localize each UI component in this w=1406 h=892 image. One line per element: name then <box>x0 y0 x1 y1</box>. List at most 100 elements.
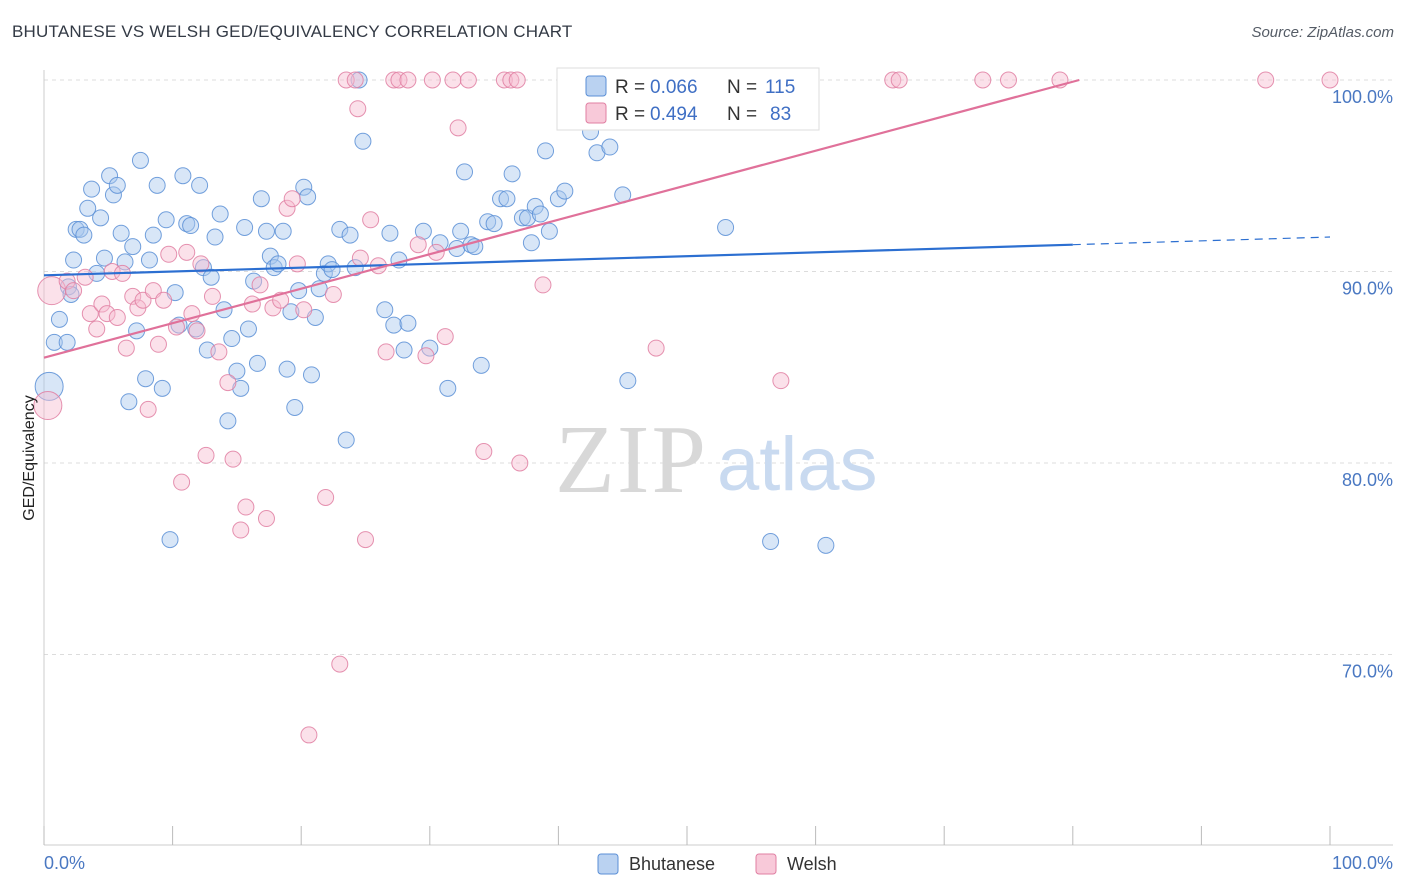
legend: R = 0.066 N = 115 R = 0.494 N = 83 <box>556 67 820 131</box>
data-point-bhutanese <box>228 362 246 380</box>
data-point-welsh <box>76 268 94 286</box>
data-point-welsh <box>890 71 908 89</box>
bottom-legend-label-welsh: Welsh <box>787 854 837 874</box>
watermark-atlas: atlas <box>717 422 878 507</box>
data-point-welsh <box>192 255 210 273</box>
data-point-welsh <box>210 343 228 361</box>
data-point-bhutanese <box>354 132 372 150</box>
legend-n-value-1: 115 <box>765 77 795 98</box>
data-point-welsh <box>237 498 255 516</box>
x-tick-label: 0.0% <box>44 853 85 873</box>
data-point-welsh <box>1257 71 1275 89</box>
data-point-bhutanese <box>556 182 574 200</box>
data-point-welsh <box>117 339 135 357</box>
data-point-bhutanese <box>274 222 292 240</box>
data-point-bhutanese <box>299 188 317 206</box>
data-point-bhutanese <box>148 176 166 194</box>
data-point-welsh <box>385 71 403 89</box>
data-point-welsh <box>278 199 296 217</box>
data-point-welsh <box>449 119 467 137</box>
legend-r-label-1: R = <box>615 77 645 98</box>
data-point-welsh <box>475 443 493 461</box>
data-point-bhutanese <box>120 393 138 411</box>
data-point-welsh <box>337 71 355 89</box>
data-point-bhutanese <box>381 224 399 242</box>
trend-line-welsh <box>43 78 1080 359</box>
data-point-welsh <box>399 71 417 89</box>
y-axis-label: GED/Equivalency <box>21 395 38 520</box>
trend-line-extension-bhutanese <box>1072 236 1331 246</box>
data-point-bhutanese <box>45 333 63 351</box>
data-point-bhutanese <box>472 356 490 374</box>
data-point-welsh <box>251 276 269 294</box>
data-point-bhutanese <box>161 531 179 549</box>
data-point-welsh <box>93 295 111 313</box>
data-point-bhutanese <box>83 180 101 198</box>
data-point-welsh <box>103 263 121 280</box>
data-point-welsh <box>409 236 427 254</box>
data-point-bhutanese <box>112 224 130 242</box>
data-point-welsh <box>224 450 242 468</box>
data-point-welsh <box>1000 71 1017 89</box>
data-point-welsh <box>288 255 306 273</box>
data-point-bhutanese <box>337 431 355 449</box>
y-tick-label: 90.0% <box>1342 279 1393 299</box>
legend-r-value-2: 0.494 <box>650 104 698 125</box>
data-point-bhutanese <box>191 176 209 194</box>
data-point-bhutanese <box>385 316 403 334</box>
data-point-bhutanese <box>211 205 229 223</box>
data-point-bhutanese <box>323 261 341 279</box>
bottom-legend: Bhutanese Welsh <box>597 853 837 875</box>
legend-n-label-1: N = <box>727 77 757 98</box>
data-point-welsh <box>974 71 992 89</box>
data-point-welsh <box>173 473 191 491</box>
data-point-welsh <box>647 339 665 357</box>
data-point-bhutanese <box>302 366 320 384</box>
data-point-bhutanese <box>601 138 619 156</box>
data-point-welsh <box>155 291 173 309</box>
data-point-bhutanese <box>376 301 394 319</box>
data-point-welsh <box>188 322 206 340</box>
data-point-bhutanese <box>104 186 122 204</box>
data-point-welsh <box>203 287 221 305</box>
data-point-welsh <box>423 71 441 89</box>
data-point-bhutanese <box>452 222 470 240</box>
data-point-bhutanese <box>144 226 162 244</box>
data-point-bhutanese <box>439 379 457 397</box>
data-point-welsh <box>283 190 301 208</box>
data-point-welsh <box>160 245 178 263</box>
data-point-bhutanese <box>153 379 171 397</box>
data-point-bhutanese <box>137 370 155 388</box>
data-point-bhutanese <box>331 220 349 238</box>
data-point-welsh <box>197 446 215 464</box>
data-point-welsh <box>108 308 126 326</box>
data-point-bhutanese <box>531 205 549 223</box>
trend-lines <box>43 78 1331 359</box>
data-point-welsh <box>257 510 275 528</box>
data-point-bhutanese <box>421 339 439 357</box>
data-point-bhutanese <box>157 211 175 229</box>
chart-title: BHUTANESE VS WELSH GED/EQUIVALENCY CORRE… <box>12 22 573 41</box>
watermark-zip: ZIP <box>555 406 708 514</box>
data-point-bhutanese <box>257 222 275 240</box>
data-point-bhutanese <box>223 330 241 348</box>
data-point-welsh <box>508 71 526 89</box>
watermark: ZIP atlas <box>555 406 878 514</box>
data-point-welsh <box>81 305 99 323</box>
data-point-bhutanese <box>414 222 432 240</box>
data-point-bhutanese <box>717 218 735 236</box>
trend-line-bhutanese <box>43 243 1073 277</box>
data-point-welsh <box>351 249 369 267</box>
data-point-welsh <box>58 272 76 290</box>
bottom-legend-label-bhutanese: Bhutanese <box>629 854 715 874</box>
data-point-welsh <box>232 521 250 539</box>
data-point-bhutanese <box>79 199 97 217</box>
data-point-bhutanese <box>817 536 835 554</box>
data-points <box>33 71 1339 744</box>
data-point-welsh <box>534 276 552 294</box>
data-point-bhutanese <box>286 398 304 416</box>
data-point-bhutanese <box>202 268 220 286</box>
data-point-bhutanese <box>492 190 510 208</box>
data-point-bhutanese <box>75 226 93 244</box>
data-point-welsh <box>1321 71 1339 89</box>
